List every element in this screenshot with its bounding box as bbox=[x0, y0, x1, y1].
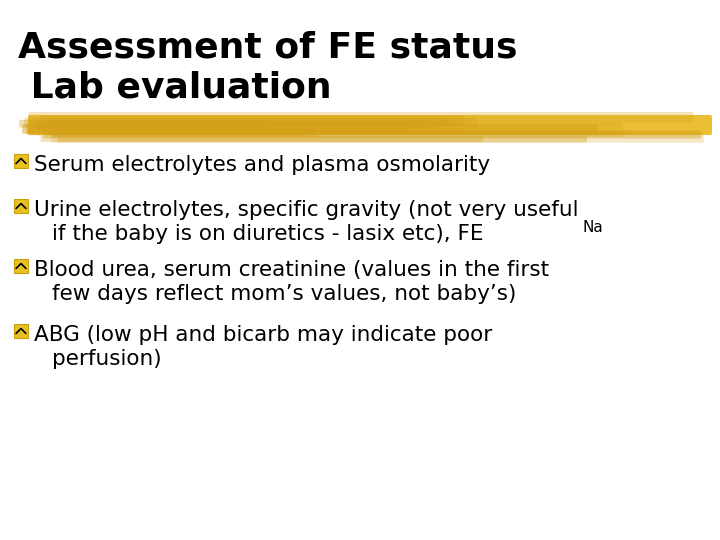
FancyBboxPatch shape bbox=[40, 136, 483, 142]
FancyBboxPatch shape bbox=[38, 123, 623, 127]
FancyBboxPatch shape bbox=[28, 115, 712, 135]
Text: Blood urea, serum creatinine (values in the first: Blood urea, serum creatinine (values in … bbox=[34, 260, 549, 280]
Text: Serum electrolytes and plasma osmolarity: Serum electrolytes and plasma osmolarity bbox=[34, 155, 490, 175]
FancyBboxPatch shape bbox=[53, 129, 318, 137]
FancyBboxPatch shape bbox=[37, 122, 408, 129]
FancyBboxPatch shape bbox=[48, 118, 448, 123]
Text: ABG (low pH and bicarb may indicate poor: ABG (low pH and bicarb may indicate poor bbox=[34, 325, 492, 345]
FancyBboxPatch shape bbox=[14, 199, 28, 213]
FancyBboxPatch shape bbox=[36, 122, 443, 130]
Text: Lab evaluation: Lab evaluation bbox=[18, 70, 332, 104]
FancyBboxPatch shape bbox=[14, 259, 28, 273]
Text: Assessment of FE status: Assessment of FE status bbox=[18, 30, 518, 64]
FancyBboxPatch shape bbox=[24, 118, 477, 127]
FancyBboxPatch shape bbox=[27, 127, 465, 135]
FancyBboxPatch shape bbox=[22, 124, 598, 134]
FancyBboxPatch shape bbox=[43, 130, 701, 138]
Text: Na: Na bbox=[582, 220, 603, 235]
Text: few days reflect mom’s values, not baby’s): few days reflect mom’s values, not baby’… bbox=[52, 284, 516, 304]
Text: Urine electrolytes, specific gravity (not very useful: Urine electrolytes, specific gravity (no… bbox=[34, 200, 578, 220]
FancyBboxPatch shape bbox=[53, 128, 624, 137]
FancyBboxPatch shape bbox=[46, 131, 634, 135]
FancyBboxPatch shape bbox=[14, 324, 28, 338]
FancyBboxPatch shape bbox=[40, 116, 463, 126]
FancyBboxPatch shape bbox=[14, 154, 28, 168]
Text: perfusion): perfusion) bbox=[52, 349, 161, 369]
FancyBboxPatch shape bbox=[38, 130, 306, 136]
FancyBboxPatch shape bbox=[55, 123, 360, 133]
FancyBboxPatch shape bbox=[57, 136, 587, 143]
FancyBboxPatch shape bbox=[26, 124, 427, 133]
FancyBboxPatch shape bbox=[51, 132, 703, 143]
FancyBboxPatch shape bbox=[19, 120, 266, 127]
FancyBboxPatch shape bbox=[28, 112, 693, 123]
Text: if the baby is on diuretics - lasix etc), FE: if the baby is on diuretics - lasix etc)… bbox=[52, 224, 484, 244]
